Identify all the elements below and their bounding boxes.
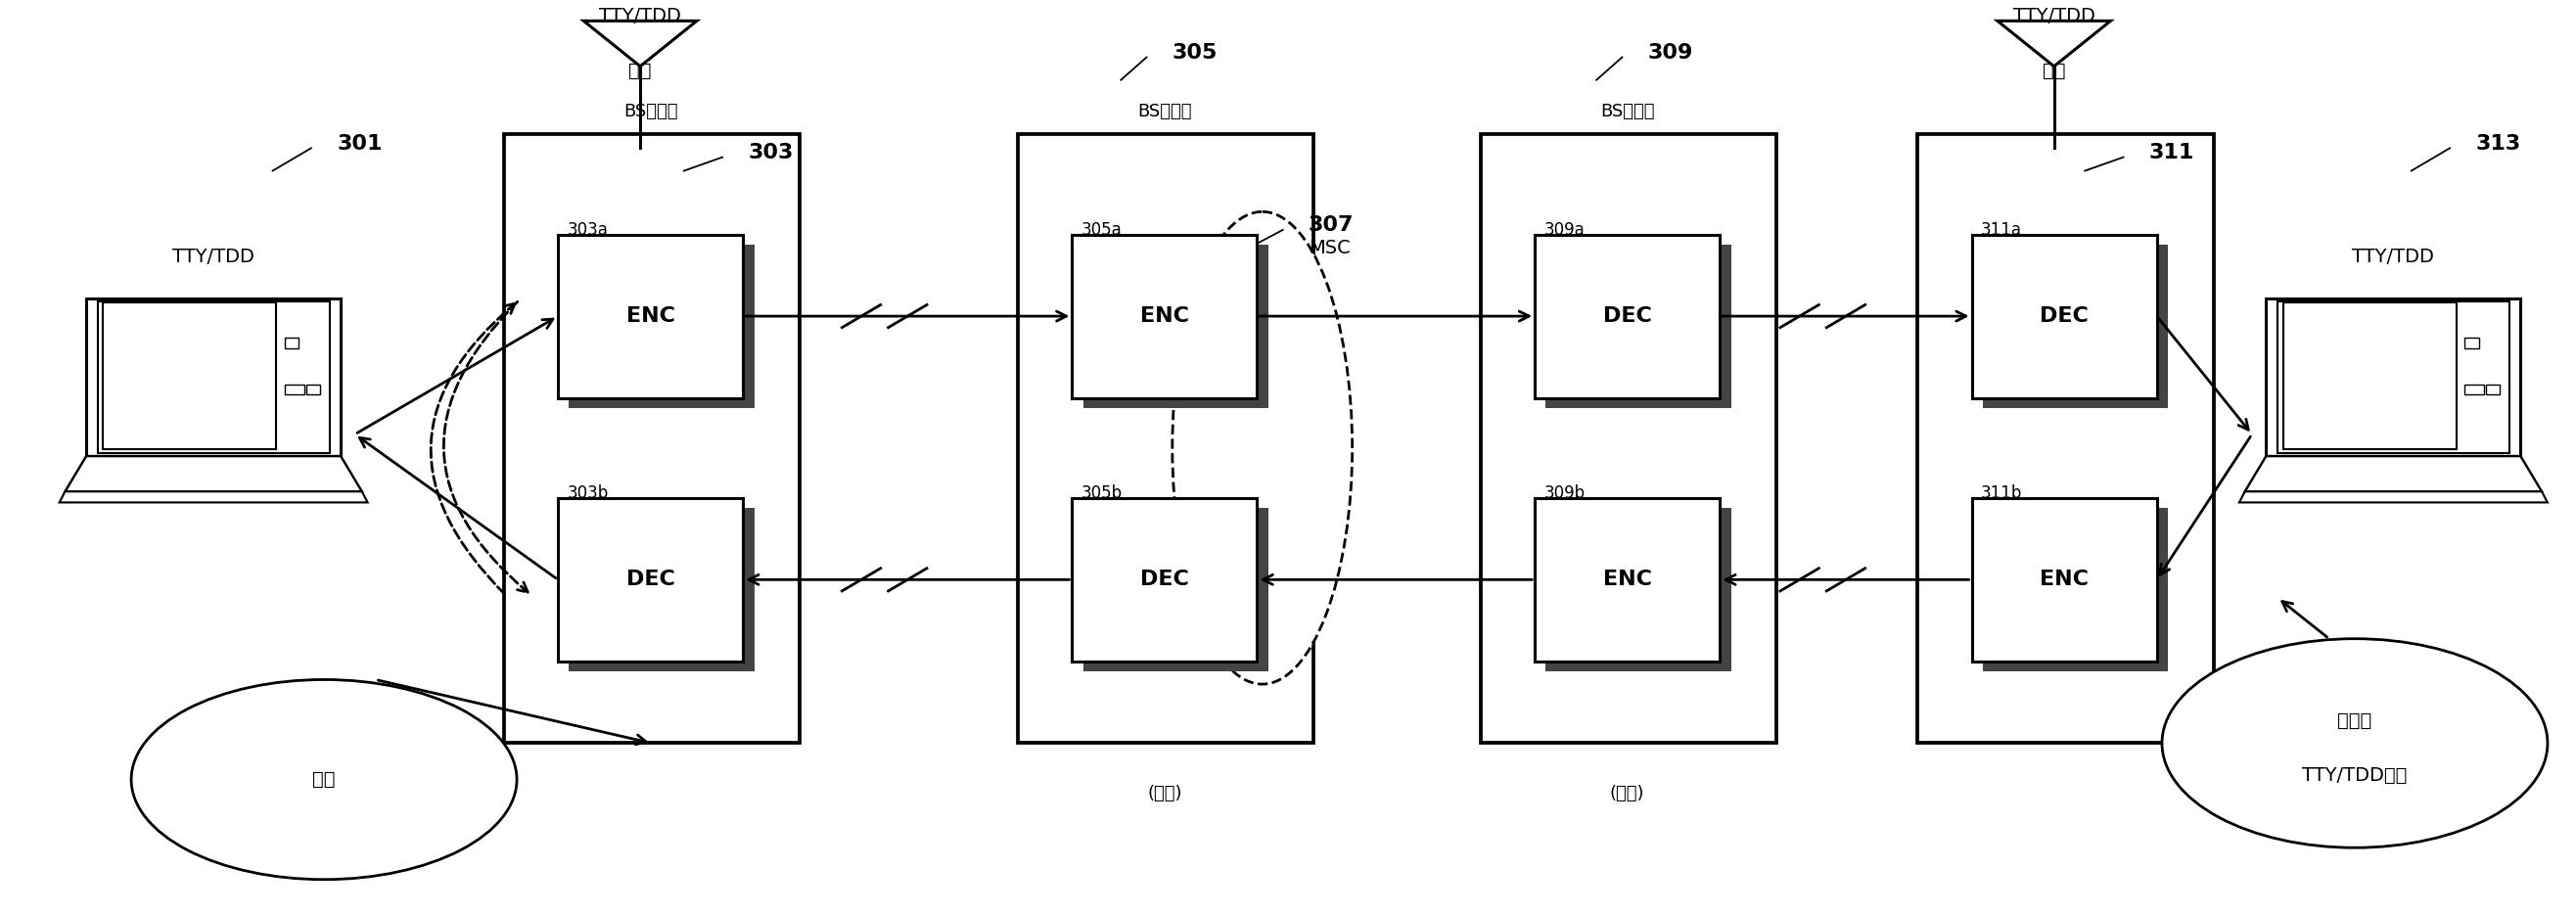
Text: (转码): (转码) <box>1610 784 1643 802</box>
Text: BS声码器: BS声码器 <box>1600 103 1654 121</box>
Text: 309: 309 <box>1649 43 1692 62</box>
Text: 303: 303 <box>747 143 793 163</box>
Bar <box>1971 234 2156 398</box>
Text: 301: 301 <box>337 133 381 154</box>
Bar <box>286 337 299 348</box>
Text: 307: 307 <box>1309 216 1355 235</box>
Bar <box>569 244 755 408</box>
Text: 309b: 309b <box>1543 484 1584 503</box>
Bar <box>2282 303 2455 450</box>
Text: ENC: ENC <box>626 306 675 326</box>
Bar <box>1481 134 1777 743</box>
Bar <box>1984 507 2169 671</box>
Bar <box>1546 244 1731 408</box>
Text: TTY/TDD: TTY/TDD <box>173 248 255 266</box>
Text: 311a: 311a <box>1981 221 2022 239</box>
Text: 305b: 305b <box>1082 484 1123 503</box>
Ellipse shape <box>2161 639 2548 847</box>
Text: 305: 305 <box>1172 43 1218 62</box>
Text: 电话: 电话 <box>2043 62 2066 80</box>
Bar <box>2267 298 2519 456</box>
Text: 电话: 电话 <box>629 62 652 80</box>
Text: 305a: 305a <box>1082 221 1123 239</box>
Text: 回声: 回声 <box>312 771 335 789</box>
Polygon shape <box>2239 492 2548 503</box>
Bar <box>1082 244 1267 408</box>
Text: BS声码器: BS声码器 <box>1139 103 1193 121</box>
Bar <box>1535 234 1721 398</box>
Polygon shape <box>59 492 368 503</box>
Bar <box>1535 498 1721 662</box>
Bar <box>559 498 742 662</box>
Bar <box>307 385 319 395</box>
Text: TTY/TDD: TTY/TDD <box>2012 7 2094 26</box>
Bar <box>1072 234 1257 398</box>
Bar <box>1546 507 1731 671</box>
Text: DEC: DEC <box>1141 569 1190 590</box>
Bar <box>103 303 276 450</box>
Bar <box>1072 498 1257 662</box>
Text: 309a: 309a <box>1543 221 1584 239</box>
Bar <box>569 507 755 671</box>
Text: (转码): (转码) <box>1146 784 1182 802</box>
Text: ENC: ENC <box>1602 569 1651 590</box>
Polygon shape <box>64 456 363 492</box>
Text: 311b: 311b <box>1981 484 2022 503</box>
Text: MSC: MSC <box>1309 239 1350 258</box>
Bar <box>2465 385 2483 395</box>
Bar <box>286 385 304 395</box>
Text: 再现的: 再现的 <box>2336 711 2372 729</box>
Ellipse shape <box>1172 212 1352 685</box>
Bar <box>98 302 330 453</box>
Ellipse shape <box>131 680 518 879</box>
Text: DEC: DEC <box>1602 306 1651 326</box>
Text: ENC: ENC <box>2040 569 2089 590</box>
Bar <box>85 298 340 456</box>
Text: DEC: DEC <box>626 569 675 590</box>
Bar <box>1917 134 2213 743</box>
Bar <box>1082 507 1267 671</box>
Bar <box>505 134 799 743</box>
Text: BS声码器: BS声码器 <box>623 103 677 121</box>
Text: 311: 311 <box>2148 143 2195 163</box>
Polygon shape <box>2244 456 2543 492</box>
Bar <box>559 234 742 398</box>
Bar <box>1984 244 2169 408</box>
Text: 装置: 装置 <box>2383 307 2406 325</box>
Text: TTY/TDD: TTY/TDD <box>600 7 680 26</box>
Bar <box>2486 385 2499 395</box>
Bar <box>1971 498 2156 662</box>
Text: 装置: 装置 <box>201 307 224 325</box>
Bar <box>2465 337 2478 348</box>
Text: TTY/TDD文本: TTY/TDD文本 <box>2303 766 2409 784</box>
Bar <box>2277 302 2509 453</box>
Text: TTY/TDD: TTY/TDD <box>2352 248 2434 266</box>
Text: DEC: DEC <box>2040 306 2089 326</box>
Text: 303b: 303b <box>567 484 608 503</box>
Bar <box>1018 134 1314 743</box>
Text: 303a: 303a <box>567 221 608 239</box>
Text: 313: 313 <box>2476 133 2522 154</box>
Text: ENC: ENC <box>1141 306 1190 326</box>
